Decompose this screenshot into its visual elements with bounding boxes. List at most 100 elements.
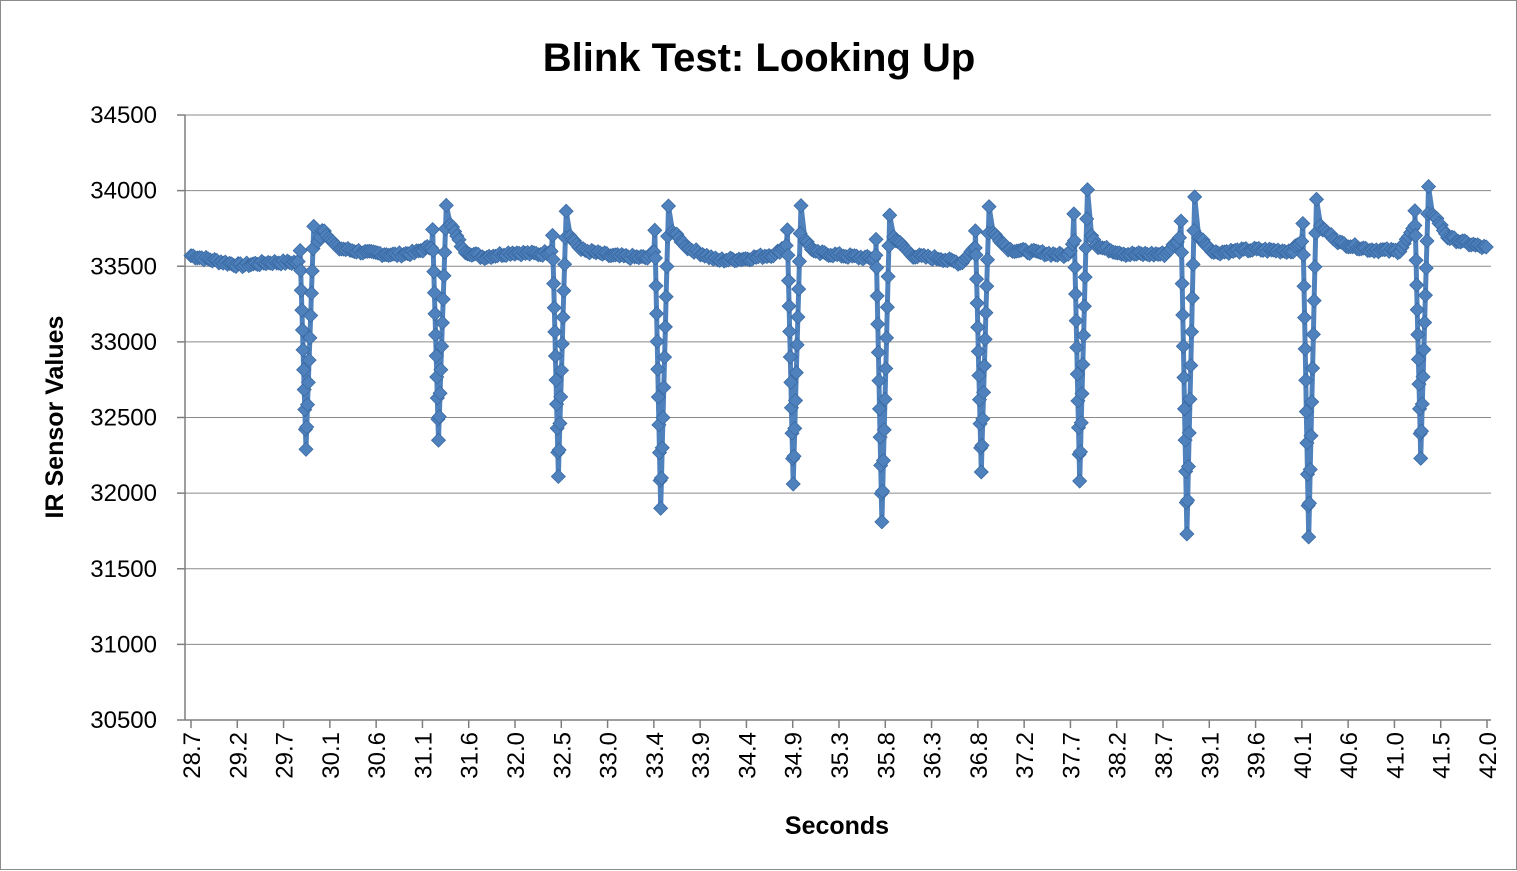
data-point [1308, 191, 1325, 207]
data-point [1478, 239, 1494, 255]
data-point [1409, 302, 1425, 318]
x-tick-label: 39.1 [1197, 732, 1224, 779]
x-tick-label: 28.7 [179, 732, 206, 779]
data-point [1069, 339, 1085, 356]
data-point [656, 379, 672, 395]
x-tick-label: 40.1 [1290, 732, 1317, 779]
data-point [1407, 227, 1424, 244]
data-point [304, 263, 320, 279]
data-point [780, 273, 797, 289]
data-point [781, 298, 797, 314]
data-point [1066, 206, 1082, 222]
data-point [979, 252, 996, 268]
data-point [1077, 269, 1093, 285]
data-point [1295, 215, 1311, 232]
data-point [1073, 415, 1089, 431]
data-point [1305, 360, 1321, 376]
data-point [978, 305, 994, 321]
data-point [553, 389, 569, 405]
data-point [975, 411, 991, 427]
x-tick-label: 33.4 [642, 732, 669, 779]
data-point [1175, 307, 1191, 323]
data-point [791, 281, 807, 297]
data-point [1174, 244, 1190, 260]
x-tick-label: 31.6 [457, 732, 484, 779]
data-point [658, 289, 674, 305]
y-tick-label: 31500 [90, 556, 157, 583]
data-point [979, 278, 995, 294]
data-point [785, 476, 801, 492]
data-point [791, 253, 808, 269]
data-point [970, 343, 986, 359]
data-point [879, 299, 895, 315]
y-tick-labels: 30500 31000 31500 32000 32500 33000 33500 34000… [90, 102, 157, 734]
data-point [1302, 461, 1318, 478]
data-point [435, 291, 451, 307]
data-point [1183, 324, 1200, 340]
data-point [551, 442, 567, 458]
data-point [1301, 529, 1317, 545]
x-tick-label: 34.9 [781, 732, 808, 779]
data-point [790, 309, 806, 325]
data-point [1306, 293, 1322, 309]
data-point [786, 448, 802, 464]
data-point [655, 410, 671, 426]
y-tick-label: 32500 [90, 405, 157, 432]
data-point [647, 222, 663, 238]
data-point [1171, 230, 1188, 246]
x-tick-labels: 28.7 29.2 29.7 30.1 30.6 31.1 31.6 32.0 32.5 33.0… [179, 732, 1502, 779]
data-point [1072, 444, 1089, 460]
x-tick-label: 37.2 [1012, 732, 1039, 779]
data-point [969, 295, 985, 311]
axes [184, 115, 1491, 728]
gridlines [177, 114, 1491, 721]
data-point [1419, 233, 1435, 249]
data-point [1182, 391, 1198, 407]
data-point [788, 365, 804, 381]
x-tick-label: 33.0 [596, 732, 623, 779]
data-point [1176, 369, 1192, 386]
data-point [558, 203, 574, 219]
data-point [659, 258, 675, 275]
data-point [292, 243, 308, 259]
data-point [880, 268, 896, 285]
data-point [1181, 425, 1197, 441]
data-point [653, 500, 669, 516]
x-axis-title: Seconds [785, 812, 889, 840]
data-point [428, 348, 444, 364]
data-point [1179, 526, 1195, 542]
data-point [1410, 351, 1426, 367]
data-point [1298, 404, 1314, 420]
data-point [650, 361, 666, 377]
data-point [552, 415, 568, 431]
data-point [303, 307, 319, 324]
data-point [871, 401, 888, 417]
series-ir-sensor [183, 179, 1494, 545]
data-point [970, 319, 986, 335]
x-tick-label: 35.8 [873, 732, 900, 779]
x-tick-label: 33.9 [688, 732, 715, 779]
data-point [653, 470, 670, 486]
chart-title: Blink Test: Looking Up [543, 36, 976, 80]
data-point [426, 285, 442, 301]
data-point [1069, 366, 1085, 382]
data-point [300, 374, 316, 390]
data-point [976, 384, 992, 400]
x-tick-label: 36.8 [966, 732, 993, 779]
data-point [1413, 423, 1430, 439]
data-point [882, 207, 898, 223]
data-point [967, 223, 983, 239]
x-tick-label: 32.0 [503, 732, 530, 779]
data-point [1079, 182, 1096, 198]
data-point [433, 362, 449, 378]
data-point [877, 391, 893, 407]
data-point [1180, 458, 1196, 475]
data-point [1298, 372, 1314, 388]
x-tick-label: 37.7 [1058, 732, 1085, 779]
data-point [876, 422, 892, 438]
data-point [976, 358, 992, 374]
data-point [868, 231, 884, 247]
x-tick-label: 30.6 [364, 732, 391, 779]
data-point [557, 256, 573, 272]
